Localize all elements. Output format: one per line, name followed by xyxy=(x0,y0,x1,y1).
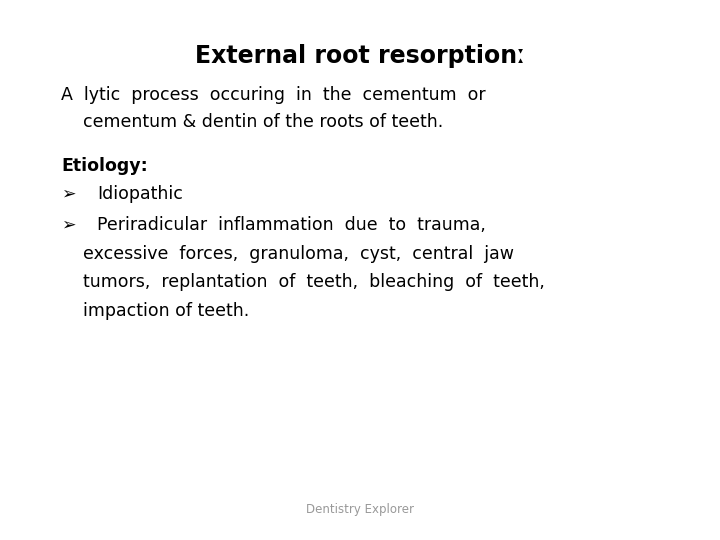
Text: External root resorptionː: External root resorptionː xyxy=(195,44,525,68)
Text: ➢: ➢ xyxy=(61,185,76,202)
Text: cementum & dentin of the roots of teeth.: cementum & dentin of the roots of teeth. xyxy=(83,113,443,131)
Text: tumors,  replantation  of  teeth,  bleaching  of  teeth,: tumors, replantation of teeth, bleaching… xyxy=(83,273,544,291)
Text: ➢: ➢ xyxy=(61,216,76,234)
Text: Idiopathic: Idiopathic xyxy=(97,185,183,202)
Text: A  lytic  process  occuring  in  the  cementum  or: A lytic process occuring in the cementum… xyxy=(61,86,486,104)
Text: Etiology:: Etiology: xyxy=(61,157,148,174)
Text: excessive  forces,  granuloma,  cyst,  central  jaw: excessive forces, granuloma, cyst, centr… xyxy=(83,245,514,262)
Text: impaction of teeth.: impaction of teeth. xyxy=(83,302,249,320)
Text: Dentistry Explorer: Dentistry Explorer xyxy=(306,503,414,516)
Text: Periradicular  inflammation  due  to  trauma,: Periradicular inflammation due to trauma… xyxy=(97,216,486,234)
